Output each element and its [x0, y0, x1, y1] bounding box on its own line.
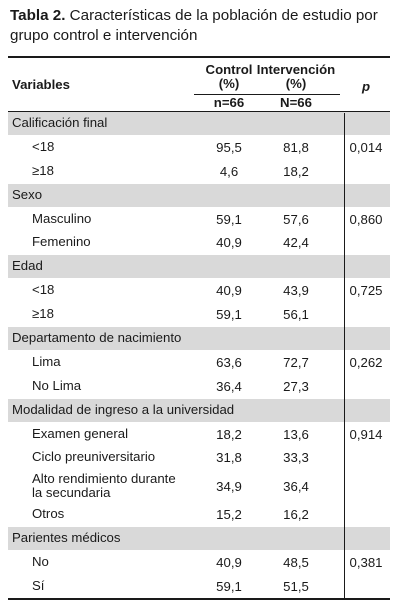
intervencion-value: 36,4 — [283, 479, 309, 495]
control-value: 31,8 — [216, 450, 242, 466]
category-label: Calificación final — [12, 115, 108, 130]
p-column-divider — [344, 113, 345, 598]
control-value: 63,6 — [216, 354, 242, 370]
table-caption: Tabla 2. Características de la población… — [10, 6, 395, 46]
row-label: Lima — [32, 353, 61, 369]
intervencion-value: 81,8 — [283, 139, 309, 155]
table-row: <18 95,5 81,8 0,014 — [8, 134, 390, 159]
header-intervencion-line2: (%) — [285, 76, 307, 91]
table-row: Sí 59,1 51,5 — [8, 574, 390, 598]
category-label: Modalidad de ingreso a la universidad — [12, 401, 235, 417]
intervencion-value: 51,5 — [283, 579, 309, 595]
row-label: Otros — [32, 506, 65, 522]
row-label: Examen general — [32, 425, 129, 441]
table-row: Ciclo preuniversitario 31,8 33,3 — [8, 445, 390, 469]
intervencion-value: 72,7 — [283, 354, 309, 370]
p-value: 0,860 — [349, 211, 383, 227]
control-value: 34,9 — [216, 479, 242, 495]
row-label-line2: la secundaria — [32, 485, 111, 501]
header-p: p — [361, 79, 371, 94]
header-intervencion: Intervención (%) — [254, 63, 338, 91]
p-value: 0,014 — [349, 139, 383, 155]
intervencion-value: 33,3 — [283, 450, 309, 466]
control-value: 15,2 — [216, 507, 242, 523]
p-value: 0,381 — [349, 555, 383, 571]
intervencion-value: 18,2 — [283, 163, 309, 179]
table-row: No Lima 36,4 27,3 — [8, 373, 390, 398]
table-row: Alto rendimiento durante la secundaria 34,… — [8, 469, 390, 502]
table-row: Masculino 59,1 57,6 0,860 — [8, 206, 390, 231]
table-caption-label: Tabla 2. — [10, 7, 66, 24]
row-label: ≥18 — [32, 306, 54, 322]
category-row: Departamento de nacimiento — [8, 326, 390, 350]
intervencion-value: 16,2 — [283, 507, 309, 523]
p-value: 0,262 — [349, 354, 383, 370]
table-row: ≥18 59,1 56,1 — [8, 302, 390, 326]
intervencion-value: 56,1 — [283, 307, 309, 323]
control-value: 36,4 — [216, 378, 242, 394]
header-control-line2: (%) — [218, 76, 240, 91]
table-row: Femenino 40,9 42,4 — [8, 230, 390, 254]
category-row: Calificación final — [8, 112, 390, 135]
category-row: Edad — [8, 254, 390, 279]
header-control: Control (%) — [194, 63, 264, 91]
control-value: 59,1 — [216, 211, 242, 227]
table-row: Lima 63,6 72,7 0,262 — [8, 349, 390, 374]
row-label-line1: Alto rendimiento durante — [32, 471, 176, 487]
control-value: 59,1 — [216, 307, 242, 323]
table-caption-text: Características de la población de estud… — [10, 7, 378, 44]
table-row: Examen general 18,2 13,6 0,914 — [8, 421, 390, 446]
category-row: Modalidad de ingreso a la universidad — [8, 397, 390, 422]
header-variables: Variables — [12, 77, 70, 92]
row-label: Alto rendimiento durante la secundaria — [32, 472, 176, 500]
row-label: No Lima — [32, 377, 82, 393]
row-label: <18 — [32, 282, 55, 298]
table-row: <18 40,9 43,9 0,725 — [8, 278, 390, 302]
row-label: <18 — [32, 138, 55, 154]
p-value: 0,725 — [349, 283, 383, 299]
header-n-intervencion: N=66 — [280, 95, 312, 110]
control-value: 40,9 — [216, 235, 242, 251]
row-label: Ciclo preuniversitario — [32, 449, 156, 465]
intervencion-value: 43,9 — [283, 283, 309, 299]
header-control-line1: Control — [205, 62, 253, 77]
category-label: Parientes médicos — [12, 530, 121, 546]
row-label: Femenino — [32, 234, 91, 250]
table-row: Otros 15,2 16,2 — [8, 502, 390, 526]
table-row: No 40,9 48,5 0,381 — [8, 550, 390, 574]
intervencion-value: 27,3 — [283, 378, 309, 394]
data-table: Variables Control (%) Intervención (%) p… — [8, 56, 390, 600]
control-value: 4,6 — [219, 163, 239, 179]
intervencion-value: 42,4 — [283, 235, 309, 251]
row-label: Masculino — [32, 210, 92, 226]
table-body: Calificación final <18 95,5 81,8 0,014 ≥18 4,6… — [8, 112, 390, 598]
intervencion-value: 48,5 — [283, 555, 309, 571]
intervencion-value: 13,6 — [283, 426, 309, 442]
row-label: Sí — [32, 578, 45, 594]
table-header: Variables Control (%) Intervención (%) p… — [8, 58, 390, 112]
control-value: 18,2 — [216, 426, 242, 442]
control-value: 95,5 — [216, 139, 242, 155]
category-row: Sexo — [8, 182, 390, 207]
category-label: Departamento de nacimiento — [12, 330, 182, 346]
row-label: No — [32, 554, 49, 570]
category-label: Edad — [12, 258, 43, 274]
table-row: ≥18 4,6 18,2 — [8, 158, 390, 183]
category-label: Sexo — [12, 186, 43, 202]
document-page: Tabla 2. Características de la población… — [8, 6, 395, 600]
header-divider — [194, 94, 340, 95]
row-label: ≥18 — [32, 162, 54, 178]
header-intervencion-line1: Intervención — [256, 62, 336, 77]
category-row: Parientes médicos — [8, 526, 390, 551]
header-n-control: n=66 — [213, 95, 245, 110]
intervencion-value: 57,6 — [283, 211, 309, 227]
control-value: 40,9 — [216, 283, 242, 299]
p-value: 0,914 — [349, 426, 383, 442]
